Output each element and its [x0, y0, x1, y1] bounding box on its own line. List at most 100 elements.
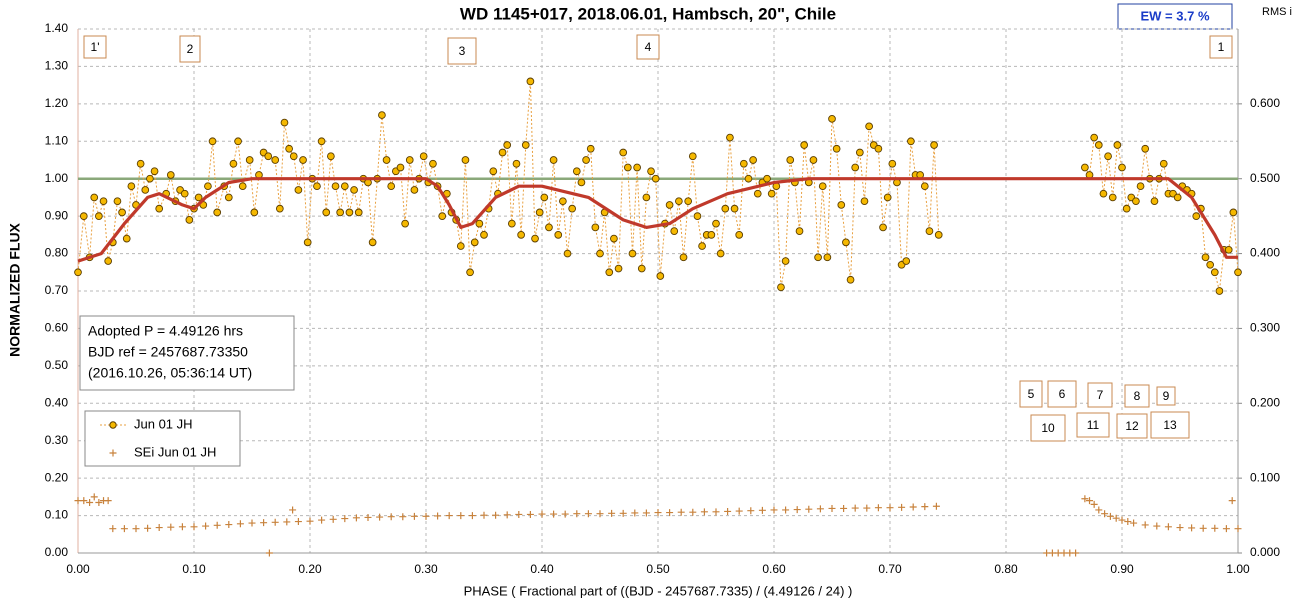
data-point [1118, 163, 1126, 172]
data-point [675, 197, 683, 206]
annotation-label: 8 [1134, 389, 1141, 403]
data-point [434, 512, 442, 520]
data-point [932, 502, 940, 510]
data-point [401, 219, 409, 228]
data-point [341, 515, 349, 523]
data-line [1084, 136, 1239, 292]
data-point [410, 186, 419, 194]
data-point [726, 133, 734, 142]
y2-axis-label: RMS i [1262, 6, 1292, 18]
data-point [633, 163, 641, 172]
data-point [1188, 524, 1196, 532]
x-axis-label: PHASE ( Fractional part of ((BJD - 24576… [464, 583, 853, 598]
data-point [568, 204, 577, 213]
data-point [670, 227, 679, 235]
data-point [793, 506, 801, 514]
x-tick-label: 0.10 [182, 562, 206, 576]
data-point [716, 249, 725, 258]
data-point [628, 249, 637, 258]
data-point [194, 193, 203, 202]
y-tick-label: 1.40 [45, 21, 69, 35]
data-point [1234, 268, 1242, 277]
data-point [354, 208, 363, 217]
info-text: BJD ref = 2457687.73350 [88, 344, 248, 360]
y-tick-label: 0.10 [45, 508, 69, 522]
data-point [327, 152, 335, 161]
data-point [744, 174, 753, 183]
data-point [860, 197, 869, 206]
data-point [1130, 519, 1138, 527]
annotation-label: 1' [91, 40, 100, 54]
data-point [1164, 523, 1172, 531]
annotation-box [1087, 382, 1113, 408]
data-point [840, 504, 848, 512]
data-point [809, 156, 818, 164]
y-tick-label: 0.60 [45, 321, 69, 335]
y2-tick-label: 0.100 [1250, 470, 1280, 484]
data-point [306, 517, 314, 525]
data-point [647, 167, 655, 176]
data-point [456, 242, 465, 250]
data-point [264, 152, 273, 161]
data-point [213, 521, 221, 529]
annotation-label: 1 [1218, 40, 1225, 54]
data-point [331, 182, 340, 191]
data-point [863, 504, 871, 512]
data-point [480, 511, 488, 519]
data-point [1211, 524, 1219, 532]
data-point [109, 525, 117, 533]
data-point [515, 510, 523, 518]
data-point [1234, 525, 1242, 533]
data-point [902, 257, 911, 265]
y2-tick-label: 0.300 [1250, 321, 1280, 335]
annotation-label: 12 [1125, 419, 1139, 433]
x-tick-label: 0.20 [298, 562, 322, 576]
annotation-label: 3 [459, 44, 466, 58]
annotation-label: 6 [1059, 387, 1066, 401]
data-point [350, 186, 358, 194]
data-point [1215, 287, 1224, 295]
data-point [1136, 182, 1145, 191]
data-point [535, 208, 544, 217]
data-point [763, 174, 771, 183]
data-point [753, 189, 762, 198]
annotation-label: 2 [187, 42, 194, 56]
data-point [623, 163, 632, 172]
data-point [438, 212, 447, 220]
data-point [396, 163, 405, 172]
annotation-label: 10 [1041, 421, 1055, 435]
data-point [345, 208, 354, 217]
info-text: Adopted P = 4.49126 hrs [88, 323, 243, 339]
data-point [610, 234, 618, 243]
data-point [828, 114, 836, 123]
data-point [234, 137, 242, 146]
data-point [275, 204, 284, 213]
data-point [572, 167, 581, 176]
data-point [213, 208, 222, 217]
annotation-box [83, 35, 107, 59]
data-point [202, 522, 210, 530]
data-point [559, 197, 567, 206]
data-point [767, 189, 776, 198]
data-point [271, 156, 280, 164]
data-point [749, 156, 757, 164]
data-point [735, 507, 743, 515]
x-tick-label: 0.40 [530, 562, 554, 576]
data-point [260, 519, 268, 527]
data-point [698, 242, 706, 250]
data-point [492, 511, 500, 519]
data-point [475, 219, 484, 228]
annotation-box [447, 37, 477, 65]
data-point [1122, 204, 1131, 213]
annotation-box [179, 35, 201, 63]
data-point [336, 208, 345, 217]
data-point [1192, 212, 1201, 220]
data-point [907, 137, 915, 146]
data-point [865, 122, 873, 131]
data-point [781, 257, 790, 265]
data-point [818, 182, 827, 191]
data-point [136, 159, 145, 168]
data-point [387, 513, 395, 521]
annotation-box [636, 34, 660, 60]
data-point [503, 141, 512, 149]
